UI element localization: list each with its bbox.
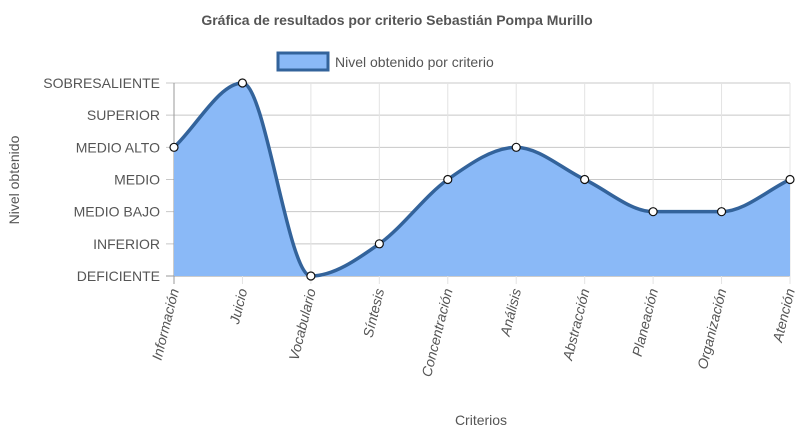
y-tick-label: SUPERIOR bbox=[87, 107, 160, 123]
y-tick-label: MEDIO ALTO bbox=[76, 139, 160, 155]
data-points bbox=[169, 78, 795, 281]
x-tick-label: Atención bbox=[769, 287, 795, 345]
x-tick-label: Concentración bbox=[418, 287, 455, 379]
data-point[interactable] bbox=[511, 142, 521, 152]
legend[interactable]: Nivel obtenido por criterio bbox=[276, 51, 494, 72]
chart-title: Gráfica de resultados por criterio Sebas… bbox=[201, 12, 592, 28]
y-tick-label: DEFICIENTE bbox=[77, 268, 160, 284]
x-axis-ticks: Información Juicio Vocabulario Síntesis Conc… bbox=[149, 287, 795, 379]
x-tick-label: Juicio bbox=[226, 287, 250, 327]
y-tick-label: SOBRESALIENTE bbox=[43, 75, 160, 91]
y-tick-label: MEDIO BAJO bbox=[74, 204, 160, 220]
x-tick-label: Información bbox=[149, 287, 182, 362]
data-point[interactable] bbox=[716, 207, 727, 217]
y-tick-label: INFERIOR bbox=[93, 236, 160, 252]
series-fill bbox=[174, 83, 790, 276]
y-tick-label: MEDIO bbox=[114, 172, 160, 188]
y-axis-ticks: DEFICIENTE INFERIOR MEDIO BAJO MEDIO MEDIO A… bbox=[43, 75, 160, 284]
x-tick-label: Planeación bbox=[629, 287, 661, 358]
y-axis-title: Nivel obtenido bbox=[6, 135, 22, 224]
x-axis-title: Criterios bbox=[455, 412, 507, 428]
data-point[interactable] bbox=[648, 207, 658, 217]
data-point[interactable] bbox=[443, 174, 453, 185]
x-tick-label: Abstracción bbox=[559, 287, 593, 363]
data-point[interactable] bbox=[580, 174, 590, 185]
x-tick-label: Análisis bbox=[497, 287, 524, 339]
x-tick-label: Vocabulario bbox=[286, 287, 319, 362]
data-point[interactable] bbox=[374, 239, 384, 249]
x-tick-label: Síntesis bbox=[360, 287, 388, 339]
data-point[interactable] bbox=[306, 271, 316, 281]
data-point[interactable] bbox=[785, 174, 795, 185]
legend-label: Nivel obtenido por criterio bbox=[335, 54, 494, 70]
legend-swatch bbox=[276, 51, 330, 72]
data-point[interactable] bbox=[169, 142, 179, 152]
x-tick-label: Organización bbox=[694, 287, 730, 371]
data-point[interactable] bbox=[237, 78, 248, 88]
